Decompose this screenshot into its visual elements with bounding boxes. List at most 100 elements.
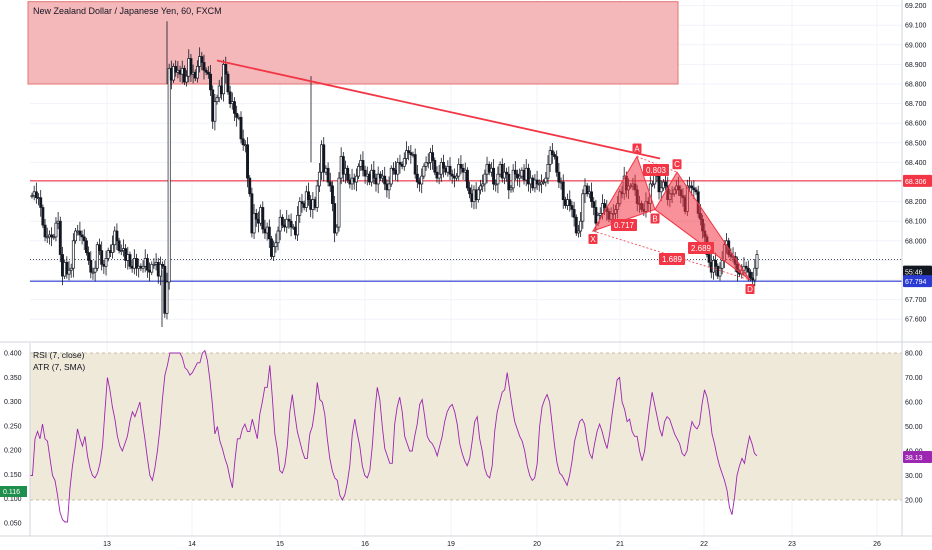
pattern-ratio-badge <box>611 219 637 231</box>
candle-body <box>289 220 293 228</box>
candle-body <box>331 185 334 204</box>
candle-body <box>376 173 380 185</box>
candle-body <box>548 150 552 165</box>
candle-body <box>407 150 411 153</box>
candle-body <box>285 218 289 228</box>
price-tick-label: 68.200 <box>905 199 927 206</box>
candle-body <box>209 73 212 91</box>
candle-body <box>553 154 556 157</box>
atr-tick-label: 0.200 <box>4 448 22 455</box>
candle-body <box>307 191 310 200</box>
pattern-ratio-label: 0.803 <box>646 166 667 175</box>
candle-body <box>50 234 54 238</box>
candle-body <box>161 263 165 267</box>
support-price-badge: 67.794 <box>905 279 927 286</box>
countdown-badge-bg <box>903 265 932 278</box>
candle-body <box>513 169 517 175</box>
rsi-tick-label: 50.00 <box>905 424 923 431</box>
candle-body <box>272 246 276 257</box>
candle-body <box>252 213 256 234</box>
candle-body <box>235 113 239 118</box>
price-tick-label: 68.400 <box>905 160 927 167</box>
candle-body <box>315 185 319 208</box>
atr-tick-label: 0.400 <box>4 351 22 358</box>
pattern-point-label: A <box>634 145 640 154</box>
candle-body <box>476 189 480 200</box>
candle-body <box>117 240 121 251</box>
candle-body <box>579 220 583 232</box>
candle-body <box>152 263 156 266</box>
price-tick-label: 68.800 <box>905 82 927 89</box>
candle-body <box>41 207 45 226</box>
candle-body <box>215 97 219 102</box>
candle-body <box>557 171 561 183</box>
candle-body <box>664 181 668 187</box>
candle-body <box>119 250 123 252</box>
trendline <box>216 59 661 160</box>
candle-body <box>603 203 607 208</box>
candle-body <box>241 138 245 146</box>
candle-body <box>84 240 88 253</box>
candle-body <box>89 260 93 273</box>
pattern-point-label: D <box>747 285 753 294</box>
pattern-xd-line <box>592 230 751 281</box>
candle-body <box>206 71 210 75</box>
candle-body <box>500 164 504 179</box>
candle-body <box>746 267 750 273</box>
candle-body <box>254 213 258 220</box>
candle-body <box>93 267 97 273</box>
candle-body <box>337 177 341 228</box>
pattern-point-label: B <box>652 214 657 223</box>
candle-body <box>398 162 402 165</box>
candle-body <box>396 162 400 175</box>
candle-body <box>426 162 430 164</box>
candle-body <box>391 167 395 171</box>
candle-body <box>135 258 138 269</box>
support-price-badge-bg <box>903 275 932 288</box>
atr-tick-label: 0.350 <box>4 375 22 382</box>
candle-body <box>592 201 596 208</box>
last-price-badge-bg <box>903 253 932 266</box>
rsi-label: RSI (7, close) <box>33 350 85 360</box>
atr-tick-label: 0.250 <box>4 423 22 430</box>
pattern-point-badge <box>745 284 755 294</box>
candle-body <box>172 66 175 81</box>
price-tick-label: 68.900 <box>905 62 927 69</box>
candle-body <box>111 244 115 253</box>
candle-body <box>115 230 119 242</box>
candle-body <box>346 167 350 181</box>
candle-body <box>568 199 572 206</box>
price-tick-label: 68.100 <box>905 219 927 226</box>
candle-body <box>437 173 441 179</box>
rsi-tick-label: 60.00 <box>905 400 923 407</box>
chart-title: New Zealand Dollar / Japanese Yen, 60, F… <box>33 6 222 16</box>
candle-body <box>326 167 330 183</box>
candle-body <box>174 66 178 73</box>
candle-body <box>714 260 718 267</box>
pattern-point-badge <box>588 234 598 244</box>
price-tick-label: 68.000 <box>905 238 927 245</box>
time-tick-label: 21 <box>616 541 624 548</box>
candle-body <box>300 201 304 204</box>
candle-body <box>167 67 171 283</box>
candle-body <box>196 66 199 79</box>
rsi-panel <box>0 341 932 523</box>
candle-body <box>744 265 748 269</box>
candle-body <box>335 226 339 234</box>
candle-body <box>150 263 154 273</box>
candle-body <box>185 75 189 83</box>
candle-body <box>405 150 408 159</box>
candle-body <box>755 254 759 269</box>
candle-body <box>581 193 585 222</box>
candle-body <box>415 173 419 183</box>
candle-body <box>30 195 34 198</box>
candle-body <box>322 144 326 173</box>
candle-body <box>546 164 550 179</box>
candle-body <box>707 254 711 263</box>
candle-body <box>537 183 541 186</box>
candle-body <box>651 183 654 186</box>
candle-body <box>58 220 62 255</box>
candle-body <box>100 250 104 265</box>
